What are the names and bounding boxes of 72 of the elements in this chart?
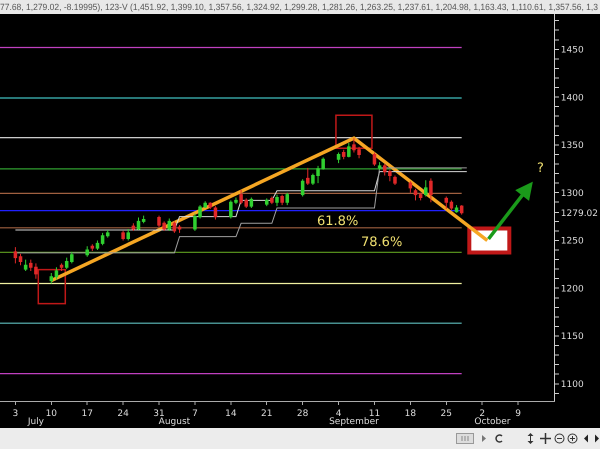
candlestick bbox=[347, 142, 351, 158]
candlestick bbox=[378, 162, 382, 170]
candlestick bbox=[250, 196, 254, 208]
x2-tick-label: August bbox=[158, 417, 191, 427]
x-tick-label: 17 bbox=[81, 408, 93, 419]
candlestick bbox=[424, 180, 428, 198]
candlestick bbox=[132, 222, 136, 232]
candlestick bbox=[357, 146, 361, 159]
annotation: 78.6% bbox=[361, 235, 402, 250]
candlestick bbox=[454, 204, 458, 214]
candlestick bbox=[429, 178, 433, 203]
candlestick bbox=[460, 204, 464, 216]
line-series bbox=[14, 171, 468, 230]
y-tick-label: 1250 bbox=[560, 236, 584, 247]
x-tick-label: 7 bbox=[192, 408, 198, 419]
x-tick-label: 2 bbox=[479, 408, 486, 419]
x-tick-label: 10 bbox=[46, 408, 58, 419]
candlestick bbox=[96, 240, 100, 251]
candlestick bbox=[311, 173, 315, 186]
candlestick bbox=[408, 180, 412, 194]
x2-tick-label: July bbox=[26, 417, 45, 427]
y-tick-label: 1300 bbox=[560, 188, 584, 199]
candlestick bbox=[14, 246, 18, 264]
candlestick bbox=[168, 218, 172, 232]
candlestick bbox=[264, 198, 268, 207]
y-tick-label: 1350 bbox=[560, 141, 584, 152]
x-tick-label: 25 bbox=[440, 408, 452, 419]
x-tick-label: 3 bbox=[12, 408, 18, 419]
y-tick-label: 1450 bbox=[560, 46, 584, 56]
candlestick bbox=[24, 259, 28, 272]
x-tick-label: 28 bbox=[296, 408, 309, 419]
candlestick bbox=[306, 167, 310, 186]
candlestick bbox=[393, 174, 397, 186]
y-tick-label: 1100 bbox=[560, 380, 584, 390]
candlestick bbox=[121, 230, 125, 241]
x-tick-label: 14 bbox=[225, 408, 237, 419]
y-tick-label: 1279.02 bbox=[560, 208, 598, 219]
y-tick-label: 1200 bbox=[560, 284, 584, 294]
x2-tick-label: October bbox=[474, 417, 511, 427]
x-tick-label: 24 bbox=[117, 408, 130, 419]
candlestick bbox=[126, 228, 130, 241]
candlestick bbox=[178, 224, 182, 234]
candlestick bbox=[60, 262, 64, 272]
x-tick-label: 9 bbox=[515, 408, 522, 419]
candlestick bbox=[286, 192, 290, 206]
y-tick-label: 1150 bbox=[560, 332, 584, 342]
x-tick-label: 18 bbox=[404, 408, 416, 419]
candlestick bbox=[193, 213, 197, 232]
candlestick bbox=[352, 138, 356, 154]
candlestick bbox=[372, 152, 376, 166]
x2-tick-label: September bbox=[329, 417, 380, 427]
candlestick bbox=[90, 244, 94, 252]
candlestick bbox=[214, 206, 218, 220]
candlestick bbox=[270, 196, 274, 205]
x-tick-label: 31 bbox=[153, 408, 165, 419]
x-tick-label: 11 bbox=[368, 408, 380, 419]
x-tick-label: 21 bbox=[261, 408, 272, 419]
candlestick bbox=[172, 220, 176, 234]
chart-subtitle: 77.68, 1,279.02, -8.19995), 123-V (1,451.92, 1,399.10, 1,357.56, 1,324.92, 1,299.28, 1,281.26, 1,263.25, 1,237.61, 1,204.98, 1,163.43, 1,110.61, 1,357.56, 1,3 bbox=[0, 0, 598, 14]
annotation: ? bbox=[537, 161, 544, 176]
x-tick-label: 4 bbox=[336, 408, 342, 419]
candlestick bbox=[342, 149, 346, 160]
y-tick-label: 1400 bbox=[560, 93, 584, 104]
annotation: 61.8% bbox=[317, 214, 358, 229]
candlestick bbox=[85, 246, 89, 258]
candlestick bbox=[280, 194, 284, 206]
candlestick bbox=[275, 194, 279, 207]
candlestick bbox=[336, 152, 340, 164]
candlestick bbox=[208, 202, 212, 210]
candlestick bbox=[18, 253, 22, 266]
candlestick bbox=[300, 178, 304, 198]
line-series bbox=[14, 167, 468, 254]
